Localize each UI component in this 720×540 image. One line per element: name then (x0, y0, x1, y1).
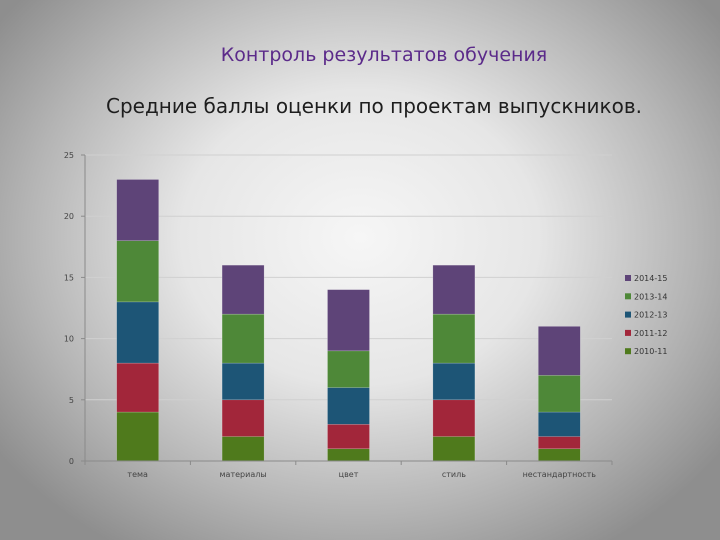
bar-segment-2011-12-нестандартность (538, 436, 581, 450)
x-tick-label: тема (127, 470, 148, 479)
bar-segment-2013-14-тема (116, 240, 159, 303)
bar-segment-2010-11-тема (116, 411, 159, 462)
legend-swatch-2010-11 (625, 348, 631, 355)
y-tick-label: 15 (64, 273, 74, 282)
y-tick-label: 5 (69, 396, 74, 405)
bar-segment-2013-14-цвет (327, 350, 370, 388)
bar-segment-2014-15-стиль (432, 264, 476, 315)
legend-label: 2012-13 (634, 311, 667, 320)
legend-label: 2011-12 (634, 329, 667, 338)
legend-label: 2013-14 (634, 292, 667, 301)
y-tick-label: 20 (64, 212, 74, 221)
bar-segment-2010-11-нестандартность (538, 448, 581, 462)
bar-segment-2013-14-материалы (221, 313, 265, 364)
bar-segment-2014-15-материалы (221, 264, 265, 315)
bar-segment-2014-15-цвет (327, 289, 370, 352)
slide-title: Контроль результатов обучения (220, 44, 548, 66)
bar-segment-2010-11-материалы (221, 436, 265, 462)
x-tick-label: материалы (220, 470, 267, 479)
bar-segment-2011-12-цвет (327, 424, 370, 450)
y-tick-label: 25 (64, 151, 74, 160)
bar-segment-2013-14-стиль (432, 313, 476, 364)
legend-label: 2010-11 (634, 347, 667, 356)
bar-segment-2012-13-нестандартность (538, 411, 581, 437)
bars (116, 179, 581, 462)
legend-swatch-2012-13 (625, 311, 631, 318)
bar-segment-2014-15-тема (116, 179, 159, 241)
x-tick-label: нестандартность (523, 470, 597, 479)
x-tick-label: стиль (442, 470, 466, 479)
axes: 0 5 10 15 20 25 тема материалы цвет стиль нестанда… (64, 151, 613, 479)
legend: 2014-15 2013-14 2012-13 2011-12 2010-11 (625, 274, 667, 356)
bar-segment-2010-11-стиль (432, 436, 476, 462)
bar-segment-2012-13-стиль (432, 362, 476, 401)
legend-swatch-2013-14 (625, 293, 631, 300)
bar-segment-2012-13-тема (116, 301, 159, 364)
y-tick-label: 10 (64, 335, 74, 344)
bar-segment-2011-12-стиль (432, 399, 476, 437)
bar-segment-2014-15-нестандартность (538, 326, 581, 376)
x-tick-label: цвет (339, 470, 359, 479)
bar-segment-2010-11-цвет (327, 448, 370, 462)
bar-segment-2013-14-нестандартность (538, 375, 581, 413)
bar-segment-2012-13-материалы (221, 362, 265, 401)
bar-segment-2011-12-материалы (221, 399, 265, 437)
legend-swatch-2014-15 (625, 275, 631, 281)
chart-subtitle: Средние баллы оценки по проектам выпускн… (105, 94, 642, 118)
legend-label: 2014-15 (634, 274, 667, 283)
y-tick-label: 0 (69, 457, 74, 466)
bar-segment-2011-12-тема (116, 362, 159, 413)
bar-segment-2012-13-цвет (327, 387, 370, 425)
legend-swatch-2011-12 (625, 329, 631, 336)
